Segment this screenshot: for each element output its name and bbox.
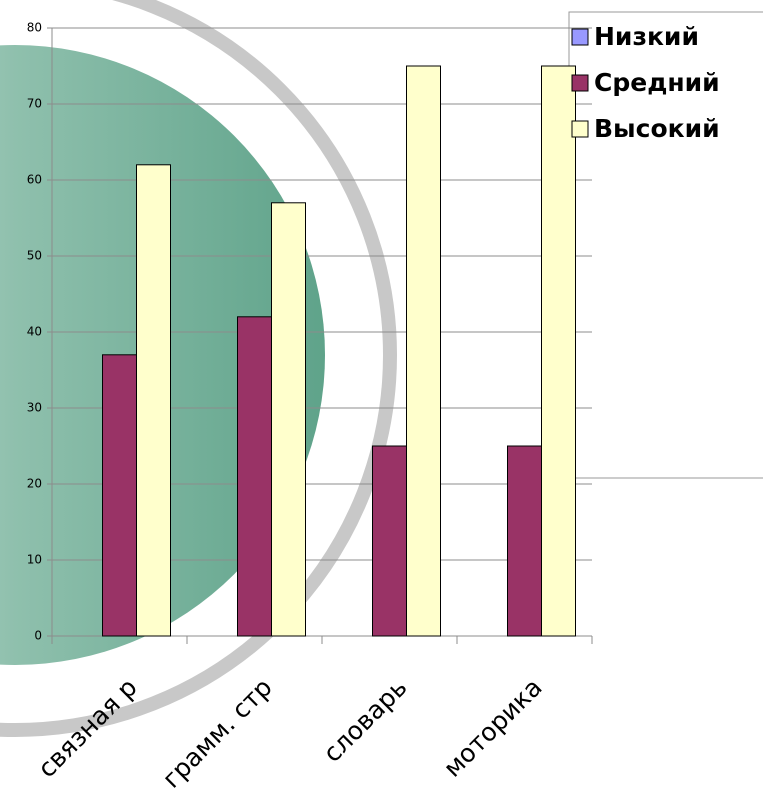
bar [271,202,306,637]
y-tick-label: 60 [27,173,42,187]
bar [507,445,542,637]
y-tick-label: 70 [27,97,42,111]
bar [237,316,272,637]
y-tick-label: 10 [27,553,42,567]
legend-swatch [571,74,589,92]
bar [372,445,407,637]
y-tick-label: 0 [34,629,42,643]
legend-label: Высокий [594,114,720,143]
bar [136,164,171,637]
legend-label: Низкий [594,22,699,51]
bar [102,354,137,637]
legend-swatch [571,28,589,46]
y-tick-label: 40 [27,325,42,339]
decor-arc [0,0,397,737]
y-tick-label: 30 [27,401,42,415]
legend-swatch [571,120,589,138]
legend-label: Средний [594,68,720,97]
x-tick-label: словарь [317,673,412,768]
y-tick-label: 80 [27,21,42,35]
legend-box [568,11,763,479]
background-decoration [0,0,397,737]
x-tick-label: моторика [438,673,548,783]
y-tick-label: 50 [27,249,42,263]
y-tick-label: 20 [27,477,42,491]
bar [541,65,576,637]
bar [406,65,441,637]
